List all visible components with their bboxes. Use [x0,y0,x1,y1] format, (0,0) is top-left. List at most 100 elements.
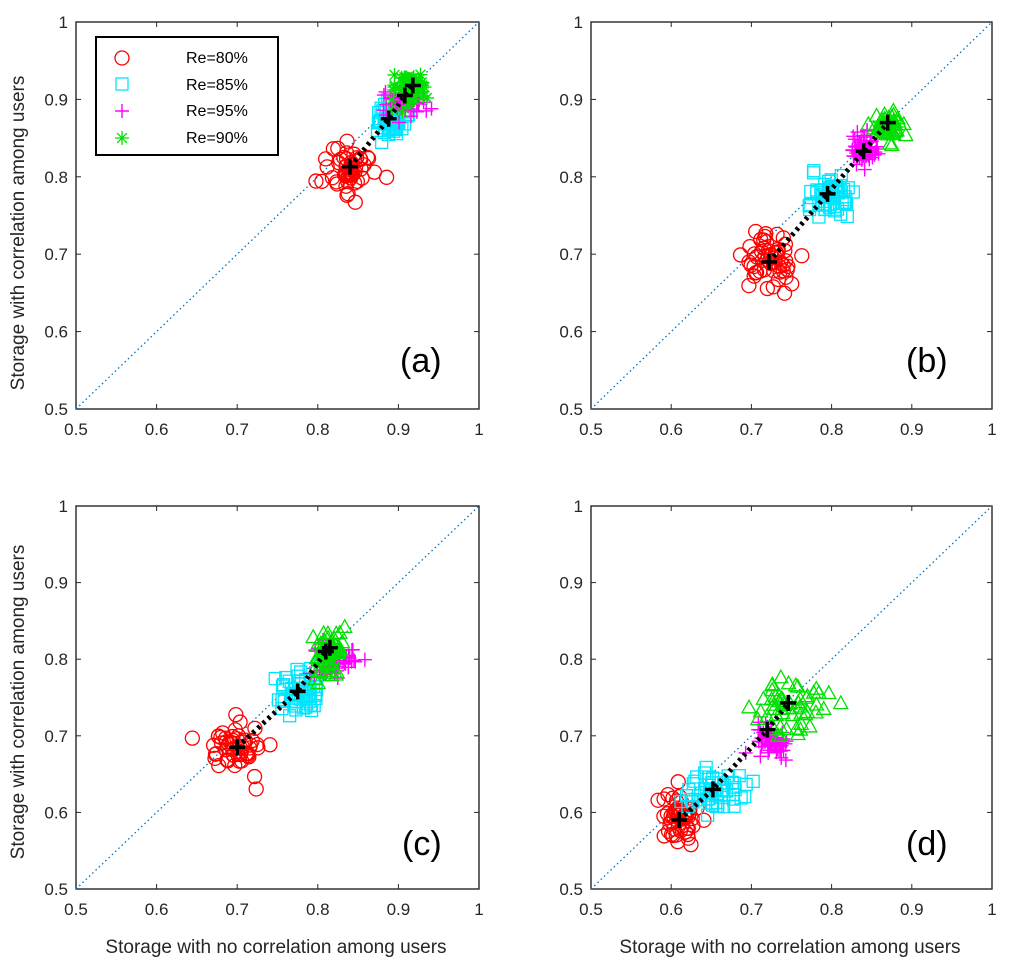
data-point [865,119,883,135]
data-point [366,164,383,180]
mean-trend-line [677,701,791,822]
data-point [732,247,749,263]
data-point [305,628,322,644]
x-tick-label: 0.7 [740,900,764,919]
legend-marker-asterisk [115,131,129,145]
y-tick-label: 0.5 [44,400,68,419]
y-tick-label: 1 [574,13,583,32]
x-tick-label: 0.7 [225,900,249,919]
data-point [353,161,369,177]
data-point [869,139,884,154]
data-point [832,694,849,710]
data-point [883,136,900,152]
data-point [797,705,814,721]
data-point [877,125,895,140]
data-point [871,146,886,161]
x-tick-label: 1 [474,420,483,439]
data-point [780,674,797,690]
data-point [680,820,696,837]
x-tick-label: 0.6 [659,420,683,439]
data-point [386,83,401,98]
data-point [808,696,825,711]
data-point [772,264,788,280]
data-point [803,198,817,212]
legend-box [95,36,279,156]
data-point [746,268,762,284]
mean-trend-line [235,645,332,750]
data-point [413,67,428,82]
data-point [360,150,377,167]
legend-label-1: Re=80% [186,50,248,67]
data-point [755,690,772,705]
mean-marker [671,812,688,829]
data-point [680,826,696,843]
panel-label-a: (a) [400,342,442,380]
data-point [420,90,435,105]
data-point [207,746,224,762]
data-point [763,690,780,706]
axes-box [590,21,993,410]
data-point [336,618,353,634]
data-point [674,794,688,809]
data-point [834,168,848,183]
data-point [868,107,885,122]
data-point [895,115,912,131]
data-point [846,185,860,199]
legend-markers [114,50,130,145]
data-point [771,687,788,703]
data-point [850,125,865,140]
mean-marker [380,110,397,127]
y-tick-label: 0.8 [44,650,68,669]
series-square [674,760,760,822]
data-point [308,637,325,652]
data-point [775,735,790,750]
data-point [758,707,776,723]
y-tick-label: 0.9 [44,574,68,593]
mean-marker [879,114,896,131]
x-tick-label: 0.5 [64,900,88,919]
data-point [211,757,227,774]
data-point [387,67,402,82]
data-point [670,774,686,790]
data-point [807,164,821,178]
y-tick-label: 0.5 [559,880,583,899]
data-point [306,679,321,693]
data-point [268,671,282,686]
y-tick-label: 0.5 [559,400,583,419]
data-point [839,192,853,207]
diagonal-reference-line [590,21,993,410]
data-point [314,655,332,671]
data-point [759,280,776,297]
data-point [304,698,318,712]
data-point [246,768,263,785]
data-point [348,654,363,669]
data-point [239,746,255,762]
panel-c: 0.50.5 0.6 0.6 0.7 0.7 0.8 0.8 0.9 0.9 1 1 (c) [44,497,483,919]
y-tick-label: 0.7 [44,245,68,264]
axes-box [590,505,993,890]
data-point [359,149,376,166]
mean-marker [404,77,421,94]
data-point [738,745,753,760]
data-point [248,781,264,797]
x-tick-label: 0.9 [387,420,411,439]
y-tick-label: 1 [574,497,583,516]
mean-marker [819,185,836,202]
data-point [357,652,372,667]
data-point [309,674,327,690]
data-point [789,725,807,741]
x-tick-label: 1 [474,900,483,919]
data-point [776,285,793,301]
y-tick-label: 0.7 [559,727,583,746]
data-point [401,96,416,111]
legend-marker-circle [114,50,130,66]
data-point [751,734,766,749]
data-point [184,730,201,746]
data-point [311,663,328,678]
y-tick-label: 0.9 [559,574,583,593]
data-point [384,92,399,107]
data-point [341,660,356,675]
x-tick-label: 1 [987,900,996,919]
panel-d: 0.50.5 0.6 0.6 0.7 0.7 0.8 0.8 0.9 0.9 1 1 (d) [559,497,996,919]
data-point [756,232,772,248]
